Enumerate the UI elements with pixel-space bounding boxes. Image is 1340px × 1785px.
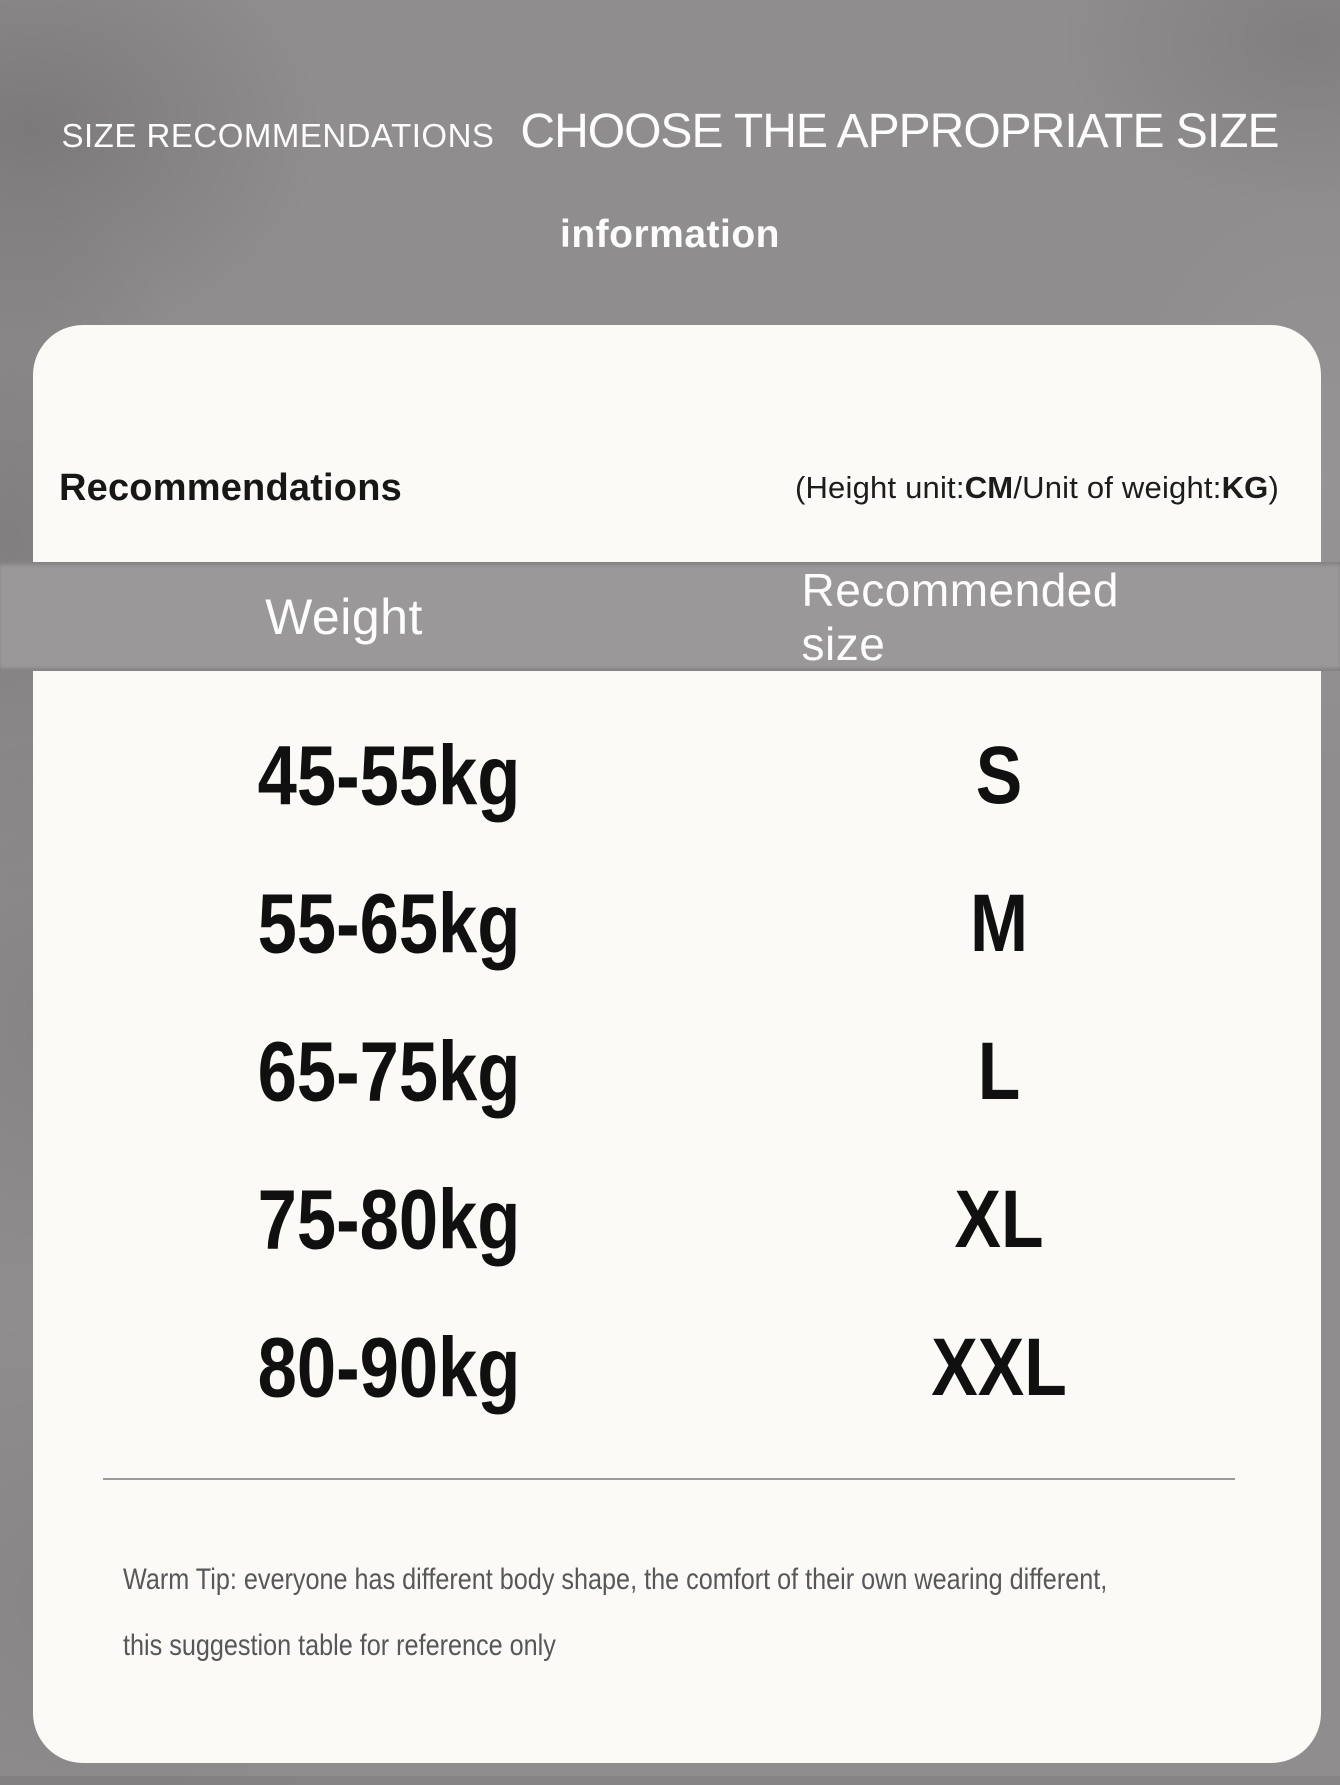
units-note-height-unit: CM — [964, 470, 1014, 505]
hero-kicker: SIZE RECOMMENDATIONS — [61, 117, 495, 154]
weight-cell: 55-65kg — [257, 876, 521, 971]
bottom-edge — [0, 1776, 1340, 1785]
size-cell: S — [975, 730, 1023, 821]
table-row: 80-90kg XXL — [0, 1294, 1340, 1442]
table-row: 55-65kg M — [0, 850, 1340, 998]
weight-cell: 80-90kg — [257, 1320, 521, 1415]
table-row: 65-75kg L — [0, 998, 1340, 1146]
warm-tip-line-2: this suggestion table for reference only — [123, 1629, 556, 1662]
hero-subtitle: information — [560, 213, 780, 256]
table-header-bar: Weight Recommended size — [0, 562, 1340, 671]
divider-line — [103, 1478, 1235, 1480]
hero-title: CHOOSE THE APPROPRIATE SIZE — [520, 105, 1279, 158]
section-title: Recommendations — [59, 466, 402, 509]
units-note-prefix: (Height unit: — [794, 470, 965, 505]
units-note-weight-unit: KG — [1221, 470, 1269, 505]
column-header-weight: Weight — [265, 588, 423, 645]
table-row: 75-80kg XL — [0, 1146, 1340, 1294]
weight-cell: 45-55kg — [257, 728, 521, 823]
weight-cell: 65-75kg — [257, 1024, 521, 1119]
size-table-body: 45-55kg S 55-65kg M 65-75kg L 75-80kg XL… — [0, 702, 1340, 1442]
size-cell: XL — [954, 1174, 1044, 1265]
weight-cell: 75-80kg — [257, 1172, 521, 1267]
units-note-middle: /Unit of weight: — [1013, 470, 1222, 505]
units-note-suffix: ) — [1268, 470, 1279, 505]
size-cell: XXL — [931, 1322, 1067, 1413]
hero-heading: SIZE RECOMMENDATIONS CHOOSE THE APPROPRI… — [0, 104, 1340, 159]
size-cell: L — [977, 1026, 1021, 1117]
warm-tip-line-1: Warm Tip: everyone has different body sh… — [123, 1563, 1108, 1596]
units-note: (Height unit:CM/Unit of weight:KG) — [795, 470, 1279, 506]
column-header-recommended-size: Recommended size — [801, 563, 1119, 670]
table-row: 45-55kg S — [0, 702, 1340, 850]
card-header-row: Recommendations (Height unit:CM/Unit of … — [59, 455, 1279, 521]
size-cell: M — [969, 878, 1029, 969]
warm-tip: Warm Tip: everyone has different body sh… — [123, 1547, 1261, 1679]
